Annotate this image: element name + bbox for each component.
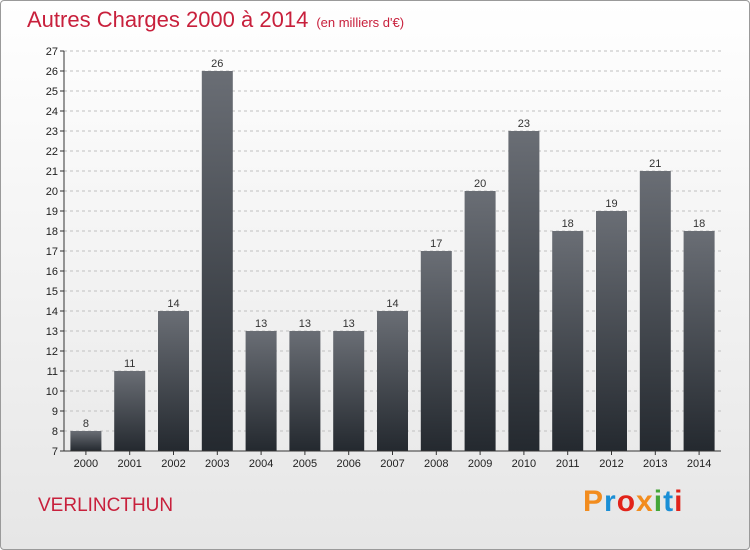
bar [639, 171, 671, 451]
x-tick-label: 2002 [161, 458, 185, 470]
y-tick-label: 22 [46, 146, 58, 158]
x-tick-label: 2001 [117, 458, 141, 470]
x-tick-label: 2000 [74, 458, 98, 470]
bar [333, 331, 365, 451]
data-label: 14 [386, 298, 398, 310]
x-tick-label: 2007 [380, 458, 404, 470]
logo-letter: P [583, 485, 605, 518]
y-tick-label: 23 [46, 126, 58, 138]
chart-title: Autres Charges 2000 à 2014 (en milliers d… [27, 7, 404, 33]
commune-name: VERLINCTHUN [38, 495, 174, 516]
bar [552, 231, 584, 451]
y-tick-label: 14 [46, 306, 58, 318]
bar [464, 191, 496, 451]
bar [158, 311, 189, 451]
logo-letter: i [674, 485, 684, 518]
x-tick-label: 2009 [468, 458, 492, 470]
x-axis: 2000 2001 2002 2003 2004 2005 2006 2007 2008 2009… [64, 450, 721, 470]
bar [683, 231, 715, 451]
data-label: 26 [211, 58, 223, 70]
data-label: 18 [693, 218, 705, 230]
logo-letter: r [604, 485, 617, 518]
y-tick-label: 7 [52, 446, 58, 458]
title-text: Autres Charges 2000 à 2014 [27, 7, 309, 32]
y-tick-label: 13 [46, 326, 58, 338]
chart-subtitle: (en milliers d'€) [316, 15, 405, 30]
y-tick-label: 9 [52, 406, 58, 418]
y-axis: 7 8 9 10 11 12 13 14 15 16 17 18 19 20 21 22 23 24 25 26 27 [46, 46, 65, 458]
data-label: 14 [167, 298, 179, 310]
x-tick-label: 2003 [205, 458, 229, 470]
x-tick-label: 2005 [293, 458, 317, 470]
bar [420, 251, 452, 451]
y-tick-label: 8 [52, 426, 58, 438]
proxiti-logo: Proxiti [583, 485, 683, 519]
y-tick-label: 16 [46, 266, 58, 278]
bar [596, 211, 627, 451]
data-label: 8 [83, 418, 89, 430]
bar [201, 71, 233, 451]
logo-letter: i [653, 485, 664, 518]
bar [70, 431, 102, 451]
x-tick-label: 2008 [424, 458, 448, 470]
bar [508, 131, 540, 451]
y-tick-label: 17 [46, 246, 58, 258]
data-label: 13 [299, 318, 311, 330]
y-tick-label: 19 [46, 206, 58, 218]
bar [245, 331, 277, 451]
y-tick-label: 10 [46, 386, 58, 398]
logo-letter: o [616, 485, 637, 518]
data-label: 20 [474, 178, 486, 190]
x-tick-label: 2014 [687, 458, 711, 470]
y-tick-label: 26 [46, 66, 58, 78]
logo-letter: t [663, 485, 675, 518]
x-tick-label: 2013 [643, 458, 667, 470]
data-label: 21 [649, 158, 661, 170]
y-tick-label: 21 [46, 166, 58, 178]
y-tick-label: 27 [46, 46, 58, 58]
data-label: 17 [430, 238, 442, 250]
data-label: 23 [518, 118, 530, 130]
bars: 8 11 14 26 13 13 13 14 17 20 23 18 19 21 18 [70, 58, 715, 451]
x-tick-label: 2004 [249, 458, 273, 470]
data-label: 11 [124, 358, 135, 370]
x-tick-label: 2011 [556, 458, 580, 470]
bar [289, 331, 321, 451]
data-label: 19 [605, 198, 617, 210]
data-label: 13 [343, 318, 355, 330]
x-tick-label: 2012 [599, 458, 623, 470]
y-tick-label: 25 [46, 86, 58, 98]
bar [114, 371, 146, 451]
data-label: 18 [562, 218, 574, 230]
y-tick-label: 12 [46, 346, 58, 358]
y-tick-label: 11 [47, 366, 58, 378]
data-label: 13 [255, 318, 267, 330]
y-tick-label: 20 [46, 186, 58, 198]
logo-letter: x [636, 485, 654, 518]
y-tick-label: 24 [46, 106, 58, 118]
x-tick-label: 2006 [336, 458, 360, 470]
y-tick-label: 18 [46, 226, 58, 238]
x-tick-label: 2010 [512, 458, 536, 470]
y-tick-label: 15 [46, 286, 58, 298]
bar [377, 311, 408, 451]
